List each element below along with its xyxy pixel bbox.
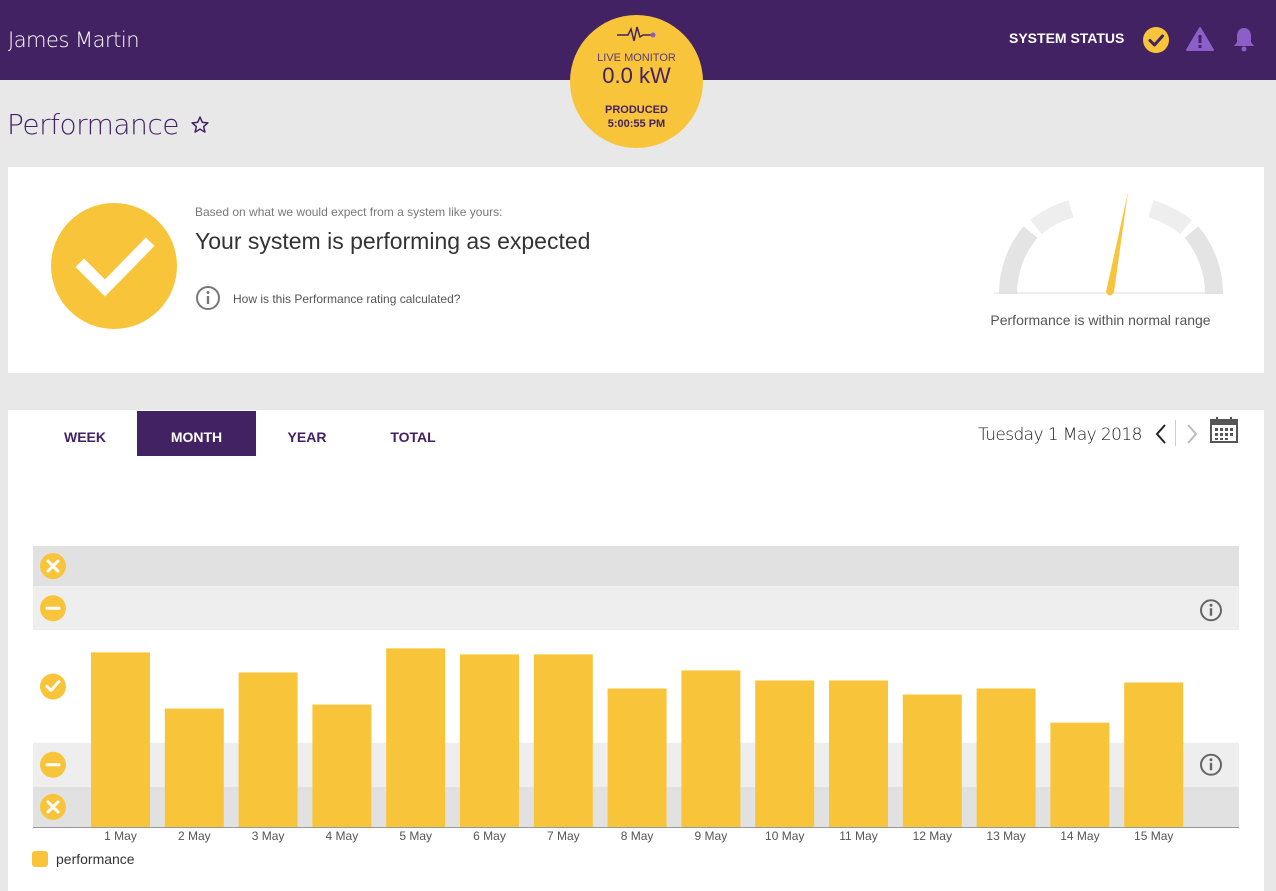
performance-gauge — [986, 187, 1226, 312]
x-tick-label: 8 May — [621, 829, 654, 843]
performance-chart: 1 May 2 May 3 May 4 May 5 May 6 May 7 May 8 May… — [33, 546, 1239, 843]
warning-icon[interactable] — [1186, 26, 1214, 57]
chevron-left-icon[interactable] — [1153, 423, 1169, 450]
performance-chart-panel: WEEK MONTH YEAR TOTAL Tuesday 1 May 2018… — [8, 410, 1264, 891]
gauge-label: Performance is within normal range — [990, 312, 1211, 328]
page-title: Performance — [7, 108, 179, 141]
bar-12-may — [902, 694, 962, 827]
x-tick-label: 6 May — [473, 829, 506, 843]
check-circle-icon[interactable] — [1143, 27, 1169, 53]
x-tick-label: 3 May — [252, 829, 285, 843]
poor-rating-icon — [40, 553, 66, 580]
bar-13-may — [976, 688, 1036, 827]
bar-7-may — [533, 654, 593, 827]
info-icon[interactable] — [1200, 753, 1222, 776]
below-normal-rating-icon — [40, 595, 66, 622]
performance-subtitle: Based on what we would expect from a sys… — [195, 205, 503, 219]
bar-5-may — [386, 648, 446, 827]
live-monitor[interactable]: LIVE MONITOR 0.0 kW PRODUCED 5:00:55 PM — [570, 15, 703, 148]
system-status-label[interactable]: SYSTEM STATUS — [1009, 30, 1125, 46]
bar-6-may — [460, 654, 519, 827]
nav-divider — [1175, 420, 1176, 446]
legend-label[interactable]: performance — [56, 851, 135, 867]
x-tick-label: 13 May — [986, 829, 1025, 843]
x-tick-label: 4 May — [326, 829, 359, 843]
rating-band-below-normal — [33, 586, 1239, 631]
bar-14-may — [1050, 722, 1110, 827]
bar-1-may — [91, 652, 150, 827]
rating-band-poor — [33, 546, 1239, 587]
normal-rating-icon — [40, 673, 66, 700]
x-tick-label: 2 May — [178, 829, 211, 843]
bar-4-may — [312, 704, 372, 827]
star-icon[interactable] — [190, 115, 210, 140]
x-tick-label: 15 May — [1134, 829, 1173, 843]
x-tick-label: 10 May — [765, 829, 804, 843]
tab-total[interactable]: TOTAL — [390, 429, 436, 445]
bar-11-may — [829, 680, 888, 827]
bar-8-may — [607, 688, 667, 827]
x-tick-label: 1 May — [104, 829, 137, 843]
rating-calculation-link[interactable]: How is this Performance rating calculate… — [233, 292, 461, 306]
x-tick-label: 5 May — [399, 829, 432, 843]
x-tick-label: 12 May — [913, 829, 952, 843]
live-monitor-value: 0.0 kW — [602, 63, 671, 88]
performance-summary-panel: Based on what we would expect from a sys… — [8, 167, 1264, 373]
chevron-right-icon[interactable] — [1184, 423, 1200, 450]
info-icon[interactable] — [1200, 599, 1222, 622]
tab-week[interactable]: WEEK — [64, 429, 106, 445]
selected-date[interactable]: Tuesday 1 May 2018 — [978, 425, 1142, 445]
x-tick-label: 14 May — [1060, 829, 1099, 843]
produced-time: 5:00:55 PM — [607, 118, 666, 130]
bar-9-may — [681, 670, 741, 827]
tab-month[interactable]: MONTH — [137, 411, 256, 456]
bar-10-may — [755, 680, 815, 827]
x-tick-label: 11 May — [839, 829, 877, 843]
bar-3-may — [238, 672, 298, 827]
x-tick-label: 9 May — [695, 829, 728, 843]
live-monitor-label: LIVE MONITOR — [597, 52, 676, 64]
performance-headline: Your system is performing as expected — [195, 228, 591, 254]
produced-label: PRODUCED — [605, 104, 668, 116]
bell-icon[interactable] — [1232, 26, 1256, 57]
x-tick-label: 7 May — [547, 829, 580, 843]
poor-rating-icon — [40, 793, 66, 820]
user-name[interactable]: James Martin — [8, 28, 140, 52]
bar-2-may — [164, 708, 224, 827]
calendar-icon[interactable] — [1210, 417, 1238, 448]
bar-15-may — [1124, 682, 1184, 827]
legend-swatch — [32, 851, 48, 867]
below-normal-rating-icon — [40, 751, 66, 778]
info-icon[interactable] — [195, 285, 221, 316]
check-icon — [51, 203, 177, 329]
tab-year[interactable]: YEAR — [287, 429, 327, 445]
pulse-icon — [616, 25, 656, 50]
